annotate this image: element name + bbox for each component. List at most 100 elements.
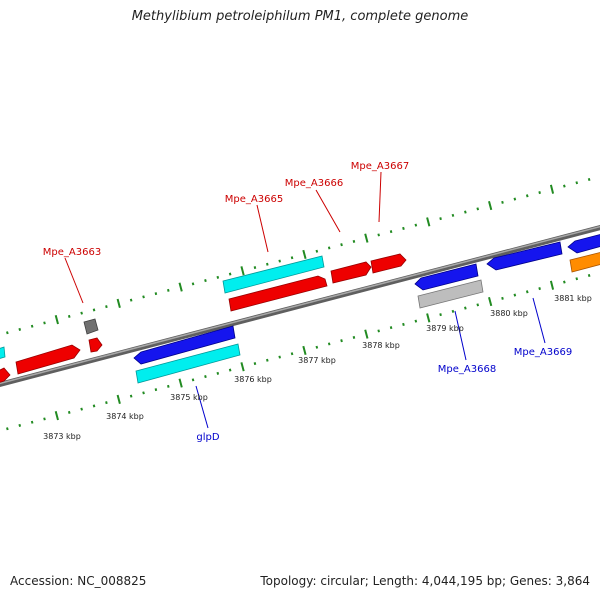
major-tick [549,280,555,290]
minor-tick [377,233,380,237]
minor-tick [352,335,356,339]
minor-tick [30,324,34,328]
major-tick [116,394,121,404]
minor-tick [439,217,442,221]
minor-tick [513,197,517,201]
gene-red-small[interactable] [88,337,103,353]
minor-tick [253,362,257,366]
minor-tick [389,230,393,234]
minor-tick [191,282,195,286]
minor-tick [377,329,380,333]
minor-tick [18,423,22,427]
major-tick [488,200,493,211]
minor-tick [67,410,71,414]
scale-label: 3881 kbp [554,294,592,303]
label-mpe-a3669[interactable]: Mpe_A3669 [514,347,572,358]
minor-tick [43,417,46,421]
major-tick [302,345,307,356]
minor-tick [464,210,467,214]
gene-red-3667[interactable] [370,253,407,274]
minor-tick [191,378,195,382]
gene-blue-glpd[interactable] [133,325,236,365]
minor-tick [167,288,170,292]
gene-grey-small[interactable] [83,318,99,335]
major-tick [549,184,555,194]
label-mpe-a3663[interactable]: Mpe_A3663 [43,247,101,258]
minor-tick [216,371,220,375]
gene-grey-3668[interactable] [417,279,484,309]
minor-tick [129,298,133,302]
minor-tick [204,375,207,379]
minor-tick [501,200,504,204]
minor-tick [451,213,455,217]
minor-tick [92,404,96,408]
gene-orange-right-partial[interactable] [569,252,600,273]
major-tick [426,217,431,227]
minor-tick [204,279,207,283]
minor-tick [18,327,22,331]
minor-tick [92,308,96,312]
minor-tick [80,407,83,411]
label-mpe-a3665[interactable]: Mpe_A3665 [225,194,283,205]
genome-backbone [0,225,600,387]
scale-label: 3877 kbp [298,356,336,365]
genome-summary-text: Topology: circular; Length: 4,044,195 bp… [260,574,590,588]
minor-tick [414,319,418,323]
minor-tick [587,177,591,182]
minor-tick [340,243,343,247]
minor-tick [315,249,319,253]
gene-features [0,234,600,384]
minor-tick [30,420,34,424]
scale-label: 3873 kbp [43,432,81,441]
minor-tick [154,388,158,392]
label-glpd[interactable]: glpD [196,432,219,443]
gene-red-3663[interactable] [15,344,81,375]
minor-tick [80,311,83,315]
gene-blue-3668[interactable] [414,263,479,291]
minor-tick [327,246,331,250]
label-mpe-a3666[interactable]: Mpe_A3666 [285,178,343,189]
label-mpe-a3668[interactable]: Mpe_A3668 [438,364,496,375]
major-tick [302,249,307,260]
label-mpe-a3667[interactable]: Mpe_A3667 [351,161,409,172]
gene-red-3665[interactable] [228,275,328,312]
scale-label: 3876 kbp [234,375,272,384]
leader-3667 [378,171,382,223]
gene-cyan-glpd[interactable] [135,343,241,384]
scale-labels: 3873 kbp 3874 kbp 3875 kbp 3876 kbp 3877… [43,294,592,441]
minor-tick [402,226,405,230]
minor-tick [6,331,9,335]
scale-label: 3878 kbp [362,341,400,350]
minor-tick [154,292,158,296]
minor-tick [228,368,232,372]
minor-tick [167,384,170,388]
minor-tick [43,321,46,325]
minor-tick [142,295,145,299]
gene-cyan-3665[interactable] [222,255,325,294]
minor-tick [327,342,331,346]
gene-cyan-left-partial[interactable] [0,346,6,359]
minor-tick [278,355,281,359]
minor-tick [575,277,579,281]
minor-tick [538,287,541,291]
gene-blue-right-partial[interactable] [567,234,600,254]
gene-red-left-partial[interactable] [0,367,11,383]
minor-tick [451,309,455,313]
minor-tick [105,401,108,405]
minor-tick [501,296,504,300]
leader-glpd [195,385,209,429]
minor-tick [253,266,257,270]
minor-tick [6,427,9,431]
major-tick [364,329,369,339]
minor-tick [389,326,393,330]
scale-label: 3874 kbp [106,412,144,421]
gene-blue-3669[interactable] [486,241,563,271]
genome-backbone-highlight [0,225,600,385]
major-tick [54,411,59,421]
scale-label: 3879 kbp [426,324,464,333]
minor-tick [352,239,356,243]
minor-tick [563,280,566,284]
gene-red-3666[interactable] [330,261,372,284]
major-tick [178,378,183,388]
